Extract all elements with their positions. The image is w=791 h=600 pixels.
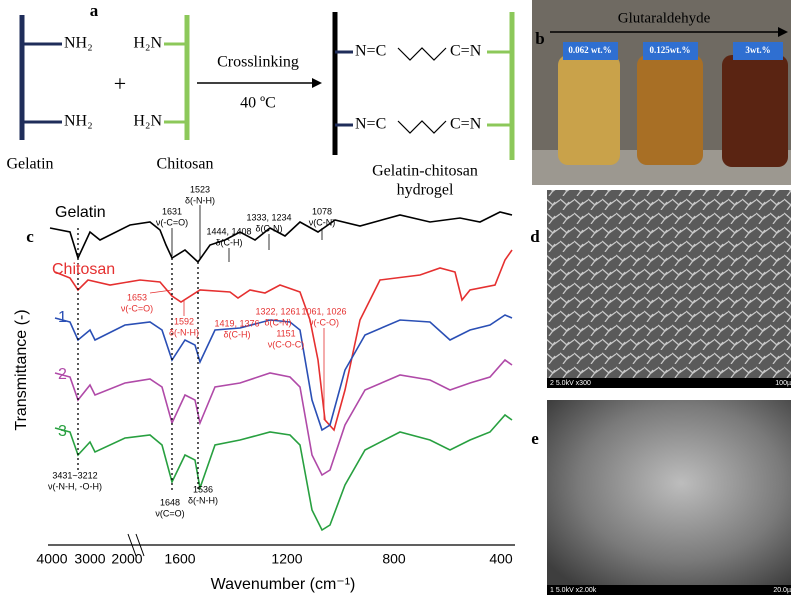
panel-label: b xyxy=(535,29,544,48)
label: C=N xyxy=(450,116,482,133)
label: H₂N xyxy=(133,113,162,130)
label: NH₂ xyxy=(64,113,93,130)
spectra xyxy=(48,205,515,556)
annotation: 1653 xyxy=(127,292,147,302)
axis-title: Wavenumber (cm⁻¹) xyxy=(211,576,356,593)
sem-image xyxy=(547,400,791,585)
panel-label: c xyxy=(26,227,34,246)
label: 0.125wt.% xyxy=(650,45,691,55)
annotation: 1078 xyxy=(312,206,332,216)
annotation: ν(-C-O) xyxy=(309,317,339,327)
panel-label: e xyxy=(531,429,539,448)
annotation: δ(C-N) xyxy=(265,317,292,327)
x-tick-label: 2000 xyxy=(111,551,142,567)
legend-label: 3 xyxy=(58,423,67,440)
annotation: δ(C-H) xyxy=(216,237,243,247)
annotation: 1322, 1261 xyxy=(255,306,300,316)
annotation: 1333, 1234 xyxy=(246,212,291,222)
label: C=N xyxy=(450,43,482,60)
annotation: ν(-N-H, -O-H) xyxy=(48,481,102,491)
annotation: ν(-C=O) xyxy=(156,217,188,227)
label: 0.062 wt.% xyxy=(568,45,611,55)
annotation: ν(-C=O) xyxy=(121,303,153,313)
legend-label: 1 xyxy=(58,309,67,326)
label: 20.0µ xyxy=(773,587,791,594)
scheme xyxy=(22,12,512,160)
x-tick-label: 1200 xyxy=(271,551,302,567)
annotation: 1523 xyxy=(190,184,210,194)
panel-label: a xyxy=(90,1,99,20)
annotation: 1061, 1026 xyxy=(301,306,346,316)
legend-label: 2 xyxy=(58,366,67,383)
label: 3wt.% xyxy=(745,45,770,55)
label: Gelatin xyxy=(6,156,53,173)
legend-label: Gelatin xyxy=(55,204,106,221)
annotation: 1419, 1376 xyxy=(214,318,259,328)
label: NH₂ xyxy=(64,35,93,52)
label: hydrogel xyxy=(397,182,454,199)
annotation: δ(C-N) xyxy=(256,223,283,233)
label: N=C xyxy=(355,116,386,133)
annotation: 1648 xyxy=(160,497,180,507)
label: 100µ xyxy=(775,380,791,387)
annotation: δ(-N-H) xyxy=(188,495,218,505)
annotation: 1151 xyxy=(276,328,295,338)
x-tick-label: 800 xyxy=(382,551,406,567)
photo xyxy=(532,0,791,185)
x-tick-label: 4000 xyxy=(36,551,67,567)
label: Crosslinking xyxy=(217,54,299,71)
label: Chitosan xyxy=(157,156,214,173)
axis-title: Transmittance (-) xyxy=(13,309,30,430)
annotation: 1631 xyxy=(162,206,182,216)
annotation: 1536 xyxy=(193,484,213,494)
label: 1 5.0kV x2.00k xyxy=(550,587,597,594)
annotation: ν(C-O-C) xyxy=(268,339,305,349)
annotation: ν(C-N) xyxy=(309,217,336,227)
annotation: ν(C=O) xyxy=(155,508,184,518)
x-tick-label: 3000 xyxy=(74,551,105,567)
x-tick-label: 400 xyxy=(489,551,513,567)
sem-image xyxy=(547,190,791,378)
annotation: 1444, 1408 xyxy=(206,226,251,236)
annotation: δ(-N-H) xyxy=(185,195,215,205)
label: + xyxy=(114,71,126,96)
label: H₂N xyxy=(133,35,162,52)
label: Gelatin-chitosan xyxy=(372,163,478,180)
label: Glutaraldehyde xyxy=(618,10,711,26)
label: 40 ºC xyxy=(240,95,276,112)
x-tick-label: 1600 xyxy=(164,551,195,567)
annotation: 1592 xyxy=(174,316,194,326)
annotation: 3431~3212 xyxy=(52,470,97,480)
label: N=C xyxy=(355,43,386,60)
label: 2 5.0kV x300 xyxy=(550,380,591,387)
annotation: δ(C-H) xyxy=(224,329,251,339)
panel-label: d xyxy=(530,227,540,246)
annotation: δ(-N-H) xyxy=(169,327,199,337)
legend-label: Chitosan xyxy=(52,261,115,278)
figure: a NH₂ NH₂ H₂N H₂N + Crosslinking 40 ºC N=C C=N N=C… xyxy=(0,0,791,600)
